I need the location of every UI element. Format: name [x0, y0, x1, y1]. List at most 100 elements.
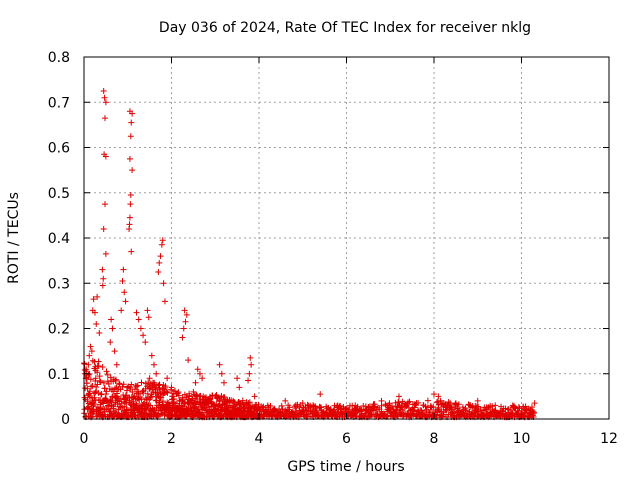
axis-ticks: [83, 56, 610, 420]
data-point: [435, 393, 442, 400]
data-point: [105, 380, 112, 387]
data-point: [120, 381, 127, 388]
data-point: [279, 406, 286, 413]
data-point: [100, 379, 107, 386]
data-point: [87, 343, 94, 350]
data-point: [459, 404, 466, 411]
data-point: [477, 406, 484, 413]
data-point: [474, 397, 481, 404]
data-point: [126, 225, 133, 232]
data-point: [182, 318, 189, 325]
data-point: [120, 266, 127, 273]
data-point: [159, 237, 166, 244]
data-point: [152, 397, 159, 404]
data-point: [100, 275, 107, 282]
data-point: [90, 296, 97, 303]
data-point: [91, 401, 98, 408]
data-point: [159, 398, 166, 405]
data-point: [216, 361, 223, 368]
data-point: [389, 406, 396, 413]
data-point: [424, 397, 431, 404]
x-tick-label: 12: [600, 431, 618, 447]
data-point: [170, 396, 177, 403]
data-point: [148, 352, 155, 359]
data-point: [98, 391, 105, 398]
y-tick-label: 0: [61, 412, 70, 428]
data-point: [221, 394, 228, 401]
data-point: [92, 375, 99, 382]
data-point: [112, 385, 119, 392]
data-point: [292, 405, 299, 412]
data-point: [156, 259, 163, 266]
gridlines: [84, 57, 609, 419]
data-point: [190, 388, 197, 395]
data-point: [110, 405, 117, 412]
x-tick-label: 10: [513, 431, 531, 447]
y-tick-label: 0.8: [48, 50, 70, 66]
data-point: [193, 391, 200, 398]
data-point: [236, 404, 243, 411]
data-point: [334, 402, 341, 409]
data-point: [103, 368, 110, 375]
data-point: [434, 398, 441, 405]
data-point: [148, 393, 155, 400]
y-tick-label: 0.2: [48, 322, 70, 338]
x-tick-label: 0: [80, 431, 89, 447]
data-point: [251, 393, 258, 400]
data-point: [129, 110, 136, 117]
x-tick-label: 4: [255, 431, 264, 447]
data-point: [152, 386, 159, 393]
data-point: [164, 389, 171, 396]
data-point: [304, 401, 311, 408]
data-point: [218, 370, 225, 377]
data-point: [129, 167, 136, 174]
data-point: [246, 370, 253, 377]
data-point: [94, 381, 101, 388]
data-point: [465, 409, 472, 416]
data-point: [146, 375, 153, 382]
data-point: [94, 293, 101, 300]
data-point: [264, 402, 271, 409]
data-point: [316, 403, 323, 410]
data-point: [168, 384, 175, 391]
data-point: [116, 380, 123, 387]
data-point: [101, 385, 108, 392]
y-tick-label: 0.7: [48, 95, 70, 111]
data-point: [181, 391, 188, 398]
data-point: [393, 407, 400, 414]
data-point: [411, 404, 418, 411]
data-point: [245, 377, 252, 384]
data-point: [94, 369, 101, 376]
data-point: [199, 375, 206, 382]
data-point: [138, 396, 145, 403]
data-point: [113, 361, 120, 368]
data-points: [81, 87, 538, 421]
data-point: [180, 325, 187, 332]
data-point: [175, 392, 182, 399]
data-point: [202, 404, 209, 411]
data-point: [142, 409, 149, 416]
data-point: [153, 412, 160, 419]
data-point: [128, 119, 135, 126]
data-point: [144, 307, 151, 314]
data-point: [431, 391, 437, 398]
data-point: [196, 370, 203, 377]
data-point: [185, 357, 192, 364]
data-point: [282, 397, 289, 404]
data-point: [509, 402, 516, 409]
data-point: [236, 384, 243, 391]
data-point: [170, 399, 177, 406]
data-point: [96, 373, 103, 380]
data-point: [143, 406, 150, 413]
data-point: [155, 268, 162, 275]
data-point: [214, 394, 221, 401]
data-point: [111, 348, 118, 355]
data-point: [247, 354, 254, 361]
data-point: [104, 371, 111, 378]
data-point: [492, 402, 499, 409]
data-point: [260, 403, 267, 410]
data-point: [97, 378, 104, 385]
data-point: [430, 403, 437, 410]
data-point: [102, 153, 109, 160]
data-point: [102, 115, 108, 122]
